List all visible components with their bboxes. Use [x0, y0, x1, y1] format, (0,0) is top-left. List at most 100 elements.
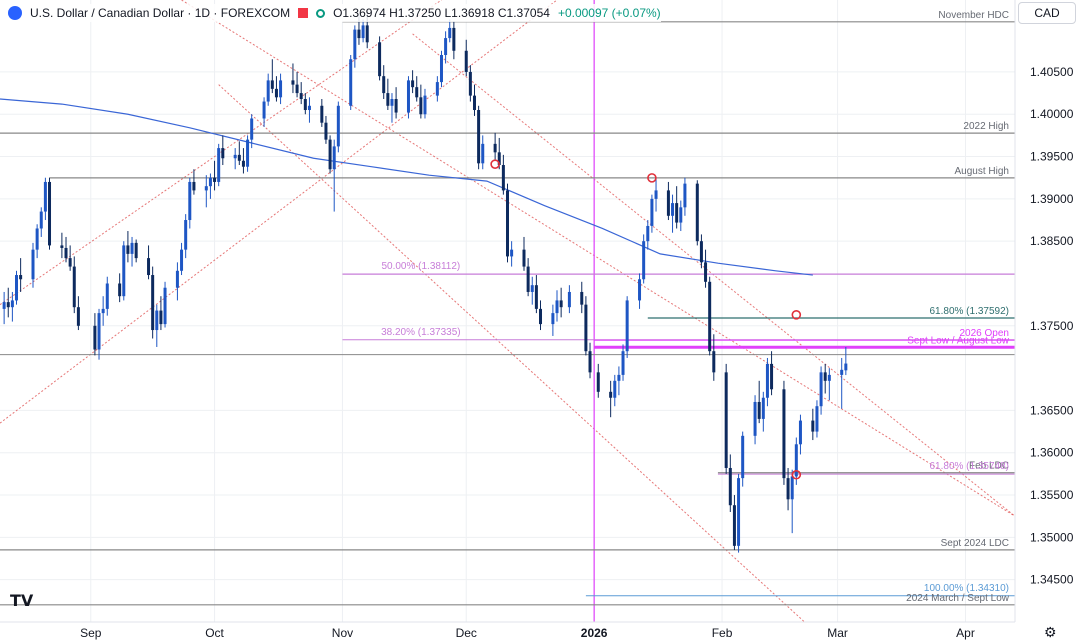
candle-body	[613, 380, 617, 398]
candle-body	[365, 25, 369, 43]
candle-body	[815, 406, 819, 432]
candle-body	[435, 82, 439, 96]
price-axis-bg	[1015, 0, 1079, 644]
candle-body	[699, 241, 703, 263]
level-note: 2026 Open	[960, 328, 1010, 339]
candle-body	[64, 247, 68, 259]
candle-body	[390, 99, 394, 106]
candle-body	[307, 105, 311, 111]
candle-body	[328, 139, 332, 170]
time-axis-bg	[0, 622, 1015, 644]
candle-body	[584, 304, 588, 352]
pivot-marker	[490, 159, 500, 169]
candle-body	[31, 249, 35, 280]
candle-body	[208, 177, 212, 187]
price-tick-label: 1.39500	[1030, 150, 1074, 164]
candle-body	[130, 242, 134, 254]
candle-body	[555, 300, 559, 314]
candle-body	[19, 275, 23, 280]
symbol-title[interactable]: U.S. Dollar / Canadian Dollar · 1D · FOR…	[30, 6, 291, 20]
candle-body	[217, 148, 221, 182]
level-note: August High	[955, 166, 1009, 177]
candle-body	[757, 401, 761, 419]
currency-selector[interactable]: CAD	[1018, 2, 1076, 24]
candle-body	[444, 38, 448, 56]
price-axis[interactable]: 1.40500 1.40000 1.39500 1.39000 1.38500 1.375…	[1014, 0, 1079, 644]
pivot-marker	[791, 469, 802, 480]
candle-body	[464, 50, 468, 72]
candle-body	[765, 363, 769, 398]
candle-body	[522, 249, 526, 267]
candle-body	[472, 95, 476, 111]
candle-body	[452, 27, 456, 51]
candle-body	[147, 258, 151, 276]
candle-body	[708, 281, 712, 352]
candle-body	[609, 391, 613, 398]
candle-body	[324, 122, 328, 140]
level-note: Feb LDC	[969, 461, 1009, 472]
candle-body	[118, 283, 122, 297]
candle-body	[221, 148, 225, 159]
candle-body	[596, 372, 600, 392]
pivot-marker	[791, 310, 802, 320]
candle-body	[811, 420, 815, 432]
candle-body	[72, 266, 76, 308]
candle-body	[761, 397, 765, 419]
candle-body	[501, 165, 505, 191]
level-note: Sept Low / August Low	[907, 335, 1010, 346]
candle-body	[394, 99, 398, 113]
candle-body	[386, 93, 390, 106]
candle-body	[741, 435, 745, 479]
time-tick-label: Feb	[712, 626, 733, 640]
time-tick-label: Mar	[827, 626, 848, 640]
candle-body	[39, 211, 43, 229]
time-tick-label: Oct	[205, 626, 224, 640]
candle-body	[68, 258, 72, 267]
flag-icon[interactable]	[298, 8, 309, 18]
candle-body	[299, 93, 303, 100]
candle-body	[159, 310, 163, 325]
candle-body	[6, 302, 10, 308]
candle-body	[671, 203, 675, 216]
candle-body	[539, 308, 543, 325]
logo-text: TV	[10, 591, 34, 610]
sma-line	[0, 98, 813, 276]
candle-body	[406, 80, 410, 113]
candle-body	[320, 105, 324, 123]
candle-body	[567, 291, 571, 308]
level-note: 2024 March / Sept Low	[906, 593, 1010, 604]
candle-body	[497, 152, 501, 166]
candle-body	[493, 143, 497, 153]
candle-body	[411, 80, 415, 88]
candle-body	[666, 190, 670, 216]
candle-body	[262, 101, 266, 119]
candle-body	[101, 308, 105, 314]
candle-body	[60, 245, 64, 248]
tradingview-logo[interactable]: TV	[10, 591, 34, 610]
channel-line	[412, 33, 1016, 517]
candle-body	[10, 300, 14, 308]
candle-body	[134, 242, 138, 259]
candle-body	[274, 88, 278, 98]
candle-body	[382, 76, 386, 94]
candle-body	[270, 80, 274, 89]
candle-body	[175, 270, 179, 288]
candle-body	[650, 198, 654, 226]
price-tick-label: 1.40500	[1030, 65, 1074, 79]
candle-body	[683, 183, 687, 208]
chart-header: U.S. Dollar / Canadian Dollar · 1D · FOR…	[8, 4, 661, 22]
candle-body	[105, 283, 109, 309]
fib-label: 100.00% (1.34310)	[924, 583, 1009, 594]
fib-label: 61.80% (1.35748)	[929, 461, 1009, 472]
candle-body	[646, 225, 650, 242]
gear-icon[interactable]: ⚙	[1044, 624, 1057, 640]
candle-body	[97, 313, 101, 350]
candle-body	[155, 310, 159, 331]
candle-body	[126, 245, 130, 254]
candle-body	[250, 118, 254, 140]
candle-body	[35, 228, 39, 250]
candle-body	[76, 307, 80, 326]
level-note: November HDC	[938, 10, 1009, 21]
time-axis[interactable]: Sep Oct Nov Dec 2026 Feb Mar Apr	[0, 621, 1015, 644]
